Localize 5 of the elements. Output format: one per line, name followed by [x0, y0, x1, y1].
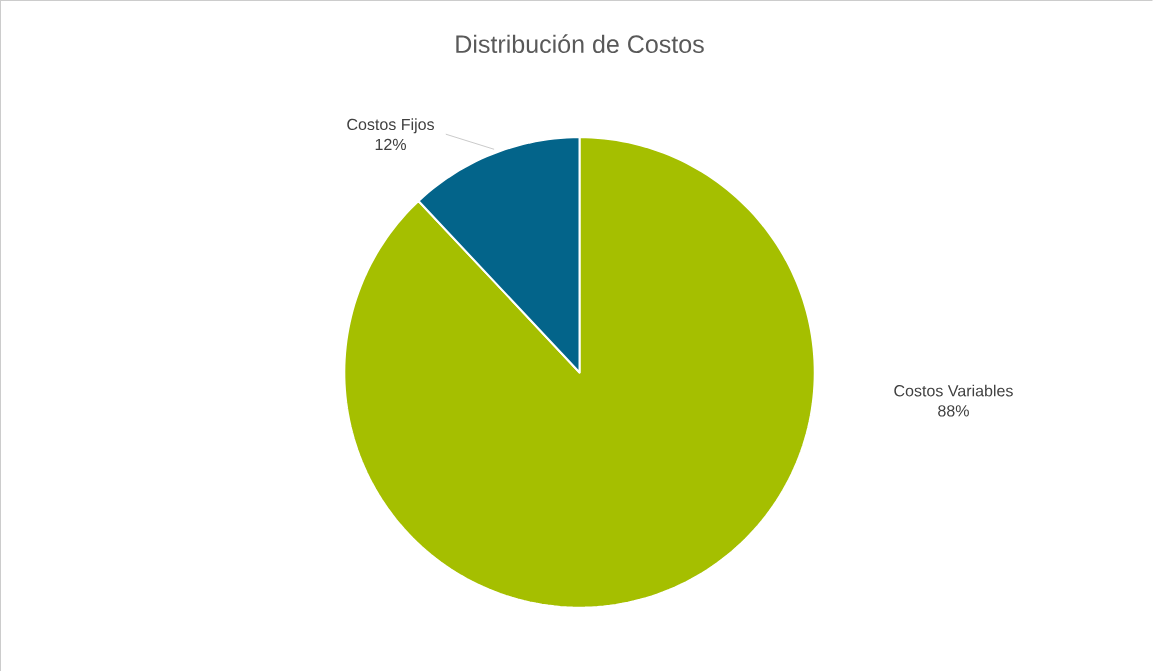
slice-label: Costos Fijos: [347, 118, 435, 134]
slice-label: Costos Variables: [894, 384, 1013, 397]
chart-title: Distribución de Costos: [456, 34, 704, 54]
data-label: 12%: [375, 139, 406, 151]
data-label: 88%: [938, 405, 969, 417]
